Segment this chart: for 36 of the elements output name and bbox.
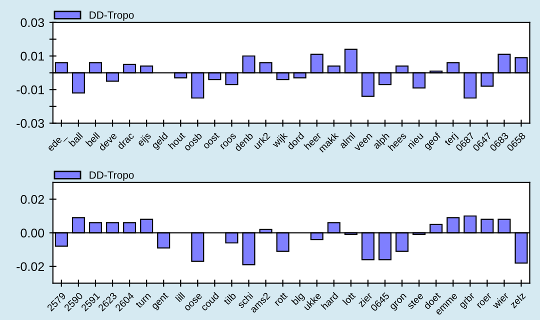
x-tick-label: zier (357, 292, 373, 308)
x-tick-label: alml (338, 132, 356, 149)
x-tick-label: lott (342, 292, 356, 306)
y-tick-label: 0.03 (20, 18, 44, 28)
x-tick-label: wijk (271, 132, 290, 150)
x-tick-label: lill (174, 292, 186, 302)
x-tick-label: tilb (223, 292, 236, 306)
x-tick-label: roos (220, 133, 237, 150)
y-tick-label: 0.02 (20, 195, 44, 204)
y-tick-label: -0.03 (16, 119, 44, 128)
x-tick-label: grbr (458, 292, 476, 310)
x-tick-label: ball (68, 132, 84, 147)
x-tick-label: urk2 (252, 132, 270, 150)
legend-label: DD-Tropo (90, 12, 134, 21)
x-tick-label: wier (492, 292, 510, 310)
x-tick-label: schi (236, 292, 254, 309)
x-tick-label: roer (476, 292, 492, 308)
x-tick-label: eijs (136, 132, 153, 148)
x-tick-label: rott (274, 292, 288, 306)
x-tick-label: oose (184, 293, 202, 312)
y-tick-label: 0.01 (20, 52, 44, 61)
x-tick-label: veen (354, 133, 373, 152)
x-tick-label: oost (202, 132, 220, 150)
x-tick-label: zelz (509, 292, 526, 309)
x-tick-label: drac (116, 132, 134, 150)
legend-label: DD-Tropo (90, 172, 134, 181)
x-tick-label: hout (168, 132, 186, 150)
x-tick-label: nieu (406, 132, 424, 150)
x-tick-label: alph (372, 132, 391, 151)
y-tick-label: 0.00 (20, 228, 44, 238)
x-tick-label: ede_ (46, 131, 68, 153)
x-tick-label: bell (85, 132, 100, 147)
y-tick-label: -0.01 (16, 85, 44, 94)
y-tick-label: -0.02 (16, 262, 44, 272)
x-tick-label: turn (135, 292, 152, 308)
x-tick-label: stee (406, 292, 424, 310)
